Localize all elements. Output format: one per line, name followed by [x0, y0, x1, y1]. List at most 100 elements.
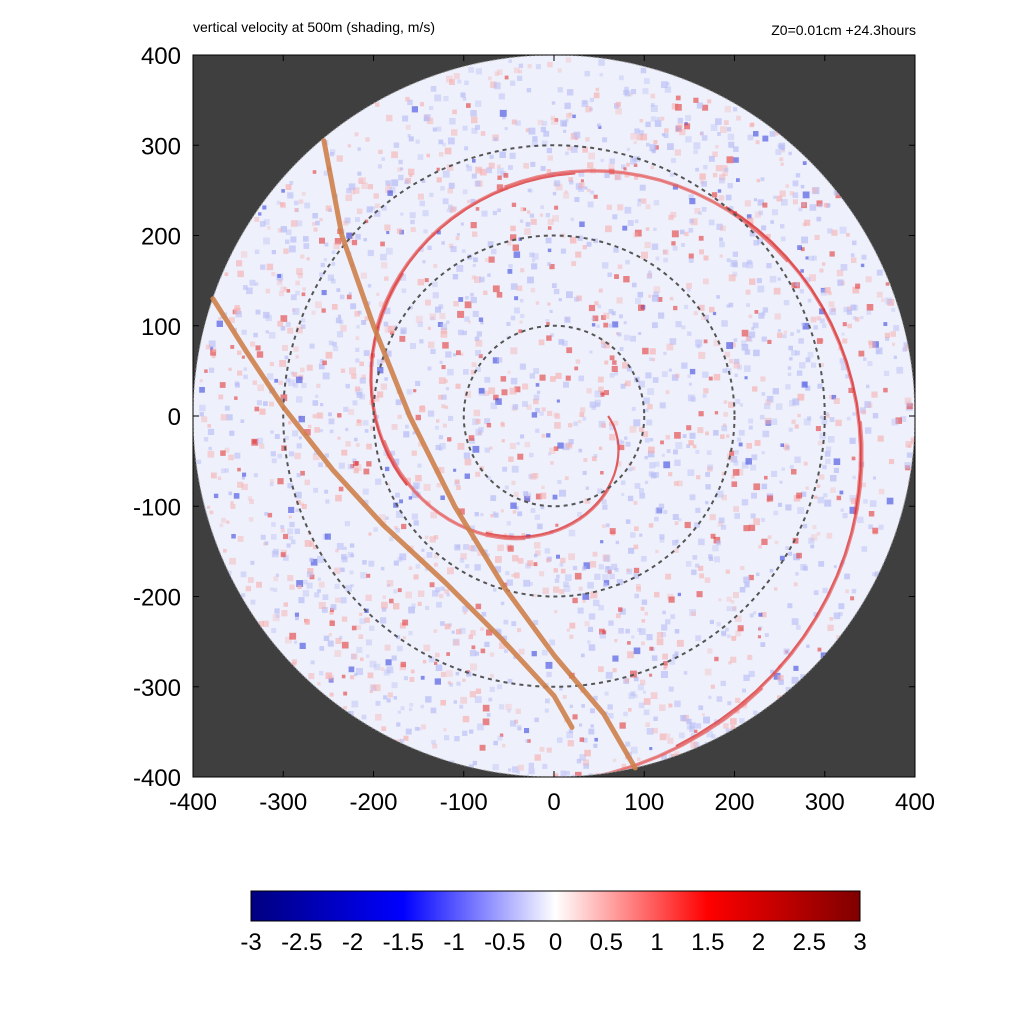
field-speck — [690, 741, 698, 749]
field-speck — [574, 296, 579, 302]
field-speck — [373, 527, 378, 532]
field-speck — [403, 676, 408, 681]
field-speck — [540, 505, 545, 510]
field-speck — [422, 210, 429, 217]
field-speck — [402, 115, 409, 122]
field-speck — [850, 304, 857, 311]
field-speck — [417, 727, 421, 731]
field-speck — [447, 567, 454, 575]
field-speck — [639, 488, 644, 494]
field-speck — [791, 282, 797, 288]
field-speck — [312, 453, 320, 461]
field-speck — [601, 524, 606, 528]
field-speck — [835, 419, 842, 427]
field-speck — [410, 669, 415, 674]
field-speck — [462, 678, 466, 682]
field-speck — [297, 273, 303, 279]
field-speck — [475, 367, 481, 372]
field-speck — [670, 211, 677, 218]
field-speck — [310, 558, 318, 566]
field-speck — [540, 166, 546, 171]
field-speck — [733, 338, 738, 342]
field-speck — [354, 132, 359, 137]
field-speck — [369, 684, 375, 689]
field-speck — [199, 404, 206, 412]
field-speck — [411, 491, 419, 499]
field-speck — [391, 682, 398, 689]
field-speck — [625, 741, 631, 747]
field-speck — [387, 190, 393, 196]
field-speck — [625, 628, 630, 634]
field-speck — [644, 241, 651, 249]
field-speck — [474, 180, 481, 187]
field-speck — [569, 180, 574, 185]
field-speck — [427, 341, 435, 349]
field-speck — [839, 226, 847, 234]
field-speck — [733, 460, 739, 466]
field-speck — [506, 521, 511, 526]
field-speck — [240, 571, 247, 578]
field-speck — [554, 180, 561, 187]
field-speck — [774, 131, 779, 136]
field-speck — [285, 239, 290, 244]
field-speck — [801, 236, 808, 244]
field-speck — [318, 602, 326, 609]
field-speck — [290, 220, 298, 227]
field-speck — [540, 205, 545, 209]
field-speck — [719, 177, 725, 184]
field-speck — [802, 523, 808, 529]
field-speck — [875, 347, 883, 355]
field-speck — [470, 292, 474, 297]
field-speck — [891, 418, 899, 426]
field-speck — [516, 285, 523, 291]
field-speck — [852, 240, 857, 246]
field-speck — [547, 226, 552, 230]
field-speck — [329, 620, 335, 626]
field-speck — [417, 193, 424, 200]
field-speck — [385, 350, 392, 357]
field-speck — [732, 251, 738, 257]
field-speck — [436, 167, 440, 171]
field-speck — [269, 401, 274, 407]
field-speck — [719, 237, 723, 242]
field-speck — [663, 666, 667, 670]
field-speck — [735, 615, 742, 622]
field-speck — [472, 310, 479, 317]
field-speck — [823, 202, 829, 208]
field-speck — [532, 473, 539, 479]
field-speck — [446, 670, 453, 677]
field-speck — [432, 281, 438, 288]
field-speck — [455, 671, 460, 676]
field-speck — [417, 463, 422, 468]
field-speck — [210, 472, 217, 479]
field-speck — [788, 345, 793, 351]
field-speck — [298, 436, 302, 440]
field-speck — [625, 441, 631, 447]
field-speck — [904, 397, 912, 405]
field-speck — [646, 419, 653, 426]
field-speck — [671, 230, 679, 238]
field-speck — [647, 388, 655, 395]
field-speck — [429, 313, 437, 320]
field-speck — [618, 444, 625, 451]
field-speck — [869, 500, 877, 507]
field-speck — [800, 247, 805, 252]
field-speck — [744, 349, 751, 355]
field-speck — [565, 57, 572, 63]
field-speck — [220, 414, 228, 421]
field-speck — [532, 593, 537, 598]
field-speck — [682, 434, 687, 438]
field-speck — [587, 188, 591, 193]
field-speck — [777, 695, 781, 700]
field-speck — [436, 126, 442, 132]
field-speck — [695, 563, 700, 568]
field-speck — [581, 653, 585, 658]
field-speck — [399, 499, 403, 504]
field-speck — [576, 758, 582, 764]
field-speck — [546, 169, 552, 174]
field-speck — [606, 204, 612, 210]
field-speck — [504, 75, 509, 80]
field-speck — [425, 299, 431, 306]
field-speck — [716, 223, 723, 230]
x-tick-label: 200 — [714, 789, 754, 816]
